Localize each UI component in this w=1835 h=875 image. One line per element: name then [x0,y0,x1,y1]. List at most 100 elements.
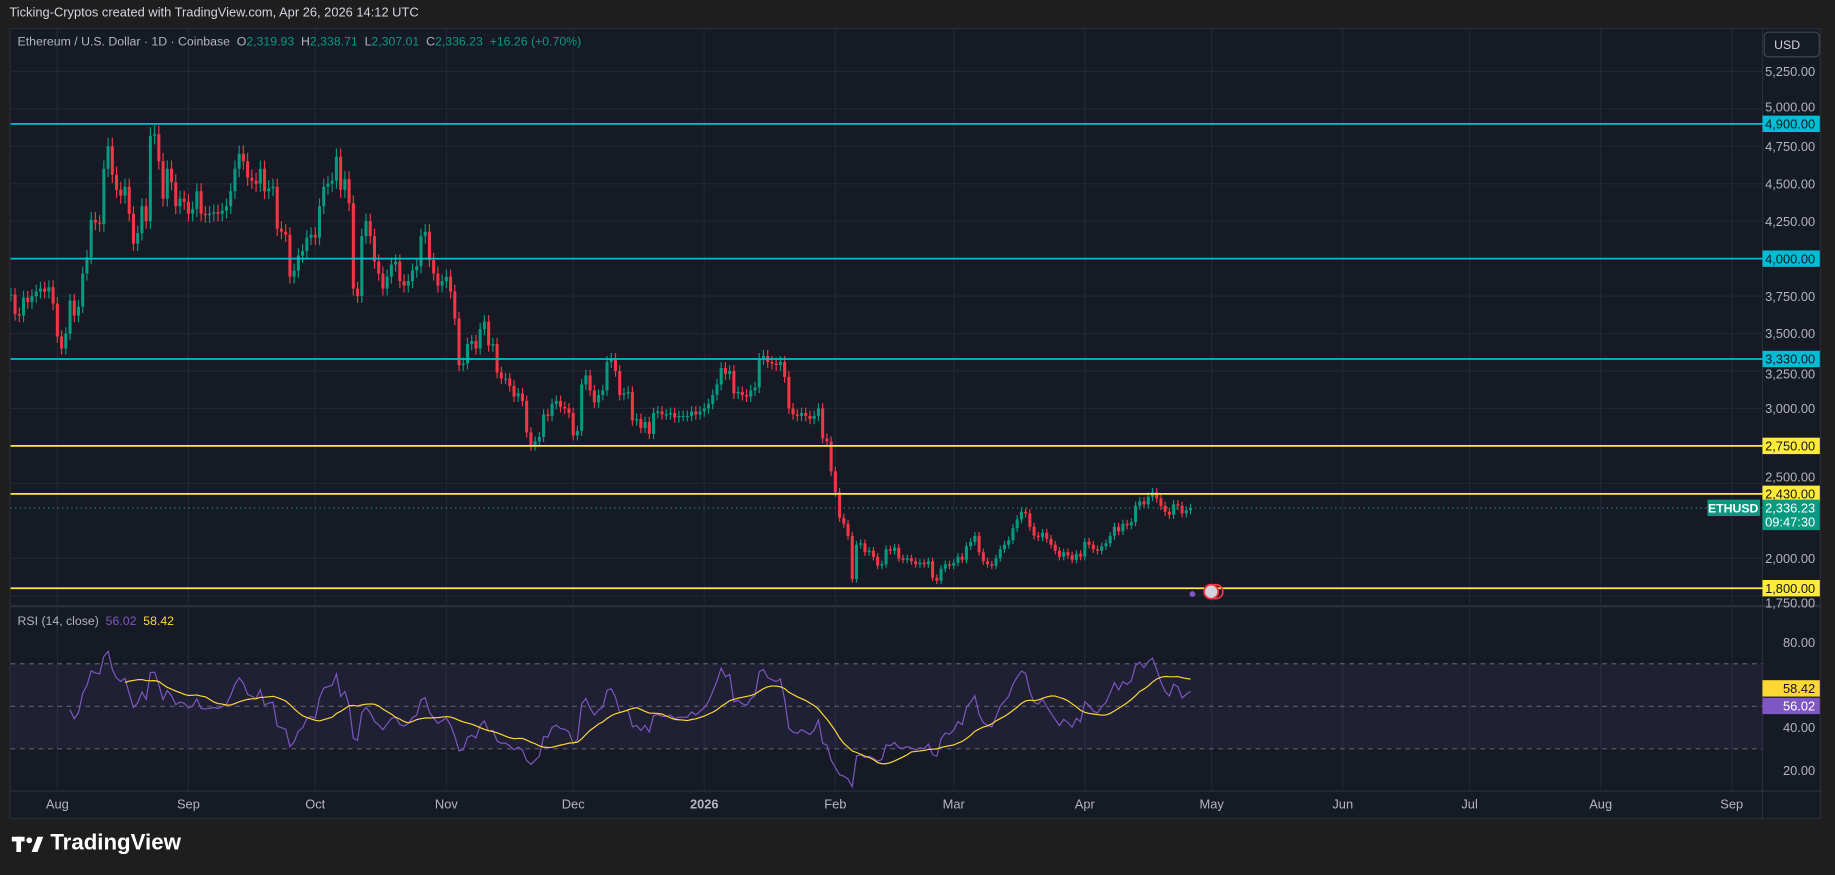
price-axis-tick: 3,250.00 [1765,366,1815,381]
rsi-ma-tag-label: 58.42 [1783,681,1815,696]
candle-body [1036,535,1040,538]
candle-body [241,153,245,162]
candle-body [136,233,140,244]
level-price-tag [1762,250,1820,267]
candle-body [537,436,541,442]
candle-body [926,561,930,565]
candle-body [1134,505,1138,523]
rsi-tag-label: 56.02 [1783,699,1815,714]
candle-body [994,558,998,566]
candle-body [1045,532,1049,539]
candle-body [195,191,199,210]
candle-body [398,261,402,282]
candle-body [626,391,630,394]
candle-body [1087,541,1091,545]
candle-body [165,168,169,199]
candle-body [745,394,749,397]
chart-canvas[interactable]: Aug Sep Oct Nov Dec 2026 Feb Mar Apr May Jun Jul Aug… [10,29,1823,821]
rsi-ma-line [124,675,1191,765]
candle-body [901,558,905,560]
candle-body [343,179,347,190]
candle-body [706,403,711,409]
candle-body [487,321,491,346]
candle-body [597,394,601,403]
candle-body [508,378,512,386]
candle-body [1079,553,1083,557]
candle-body [229,191,233,207]
symbol-description[interactable]: Ethereum / U.S. Dollar · 1D · Coinbase [17,35,230,50]
candle-body [1117,526,1121,532]
candle-body [478,329,482,349]
candle-body [410,270,415,282]
candle-body [1032,526,1036,536]
candle-body [770,361,774,364]
candle-body [26,297,30,303]
price-axis-tick: 4,250.00 [1765,214,1815,229]
candle-body [427,231,431,261]
candle-body [385,276,389,289]
candle-body [956,556,960,563]
candle-body [313,234,317,238]
candle-body [609,359,613,362]
candle-body [825,438,829,442]
candle-body [1172,504,1176,515]
candle-body [47,287,51,292]
candle-body [470,341,474,345]
candle-body [419,236,423,267]
candle-body [372,236,376,262]
candle-body [525,400,529,433]
candle-body [98,222,102,225]
currency-button[interactable]: USD [1763,31,1820,58]
candle-body [127,186,131,214]
candle-body [267,188,271,192]
rsi-axis-tick: 40.00 [1783,720,1815,735]
candle-body [969,541,973,547]
level-price-tag [1762,580,1820,597]
candle-body [115,174,119,190]
candle-body [140,206,144,234]
candle-body [106,146,110,169]
candle-body [423,231,427,237]
candle-body [415,266,419,271]
rsi-title[interactable]: RSI (14, close) [17,614,99,629]
time-axis-label: May [1200,797,1225,812]
candle-body [220,210,224,214]
candle-body [580,384,584,431]
candle-body [30,296,34,303]
last-price-label: 2,336.23 [1765,501,1815,516]
time-axis-label: Mar [943,797,966,812]
candle-body [664,414,668,416]
candle-body [55,303,59,337]
rsi-tag [1762,697,1820,715]
chart-pane[interactable]: Aug Sep Oct Nov Dec 2026 Feb Mar Apr May Jun Jul Aug… [9,28,1823,821]
candle-body [588,375,592,391]
candle-body [533,441,537,446]
candle-body [876,556,880,566]
candle-body [753,387,757,391]
price-axis-tick: 3,500.00 [1765,326,1815,341]
candle-body [309,234,313,238]
candle-body [326,183,330,187]
candle-body [723,367,727,374]
level-price-label: 3,330.00 [1765,352,1815,367]
candle-body [102,168,106,225]
candle-body [250,177,254,181]
candle-body [888,549,892,551]
candle-body [613,359,618,371]
candle-body [1100,546,1104,551]
candle-body [351,203,355,289]
candle-body [918,562,922,565]
level-price-label: 4,000.00 [1765,251,1815,266]
candle-body [575,430,579,436]
candle-body [660,411,664,415]
candle-body [893,547,897,551]
level-price-label: 4,900.00 [1765,116,1815,131]
candle-body [465,344,470,364]
candle-body [685,415,689,418]
candle-body [800,412,804,416]
candle-body [558,400,563,407]
candle-body [72,300,76,316]
price-axis-tick: 1,750.00 [1765,596,1815,611]
symbol-tag [1707,499,1761,517]
candle-body [795,414,799,416]
